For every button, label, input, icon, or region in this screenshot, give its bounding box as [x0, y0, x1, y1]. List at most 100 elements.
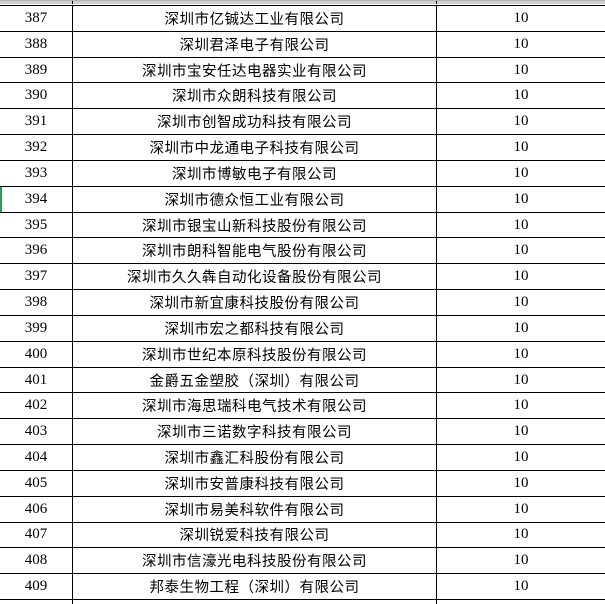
- row-number-cell[interactable]: 408: [0, 548, 73, 574]
- row-number-cell[interactable]: 393: [0, 160, 73, 186]
- company-name: 深圳锐爱科技有限公司: [179, 528, 330, 545]
- value-cell[interactable]: 10: [437, 290, 605, 315]
- company-name-cell[interactable]: 深圳市三诺数字科技有限公司: [73, 419, 437, 445]
- table-row: 409 邦泰生物工程（深圳）有限公司 10: [0, 574, 605, 601]
- row-number-cell[interactable]: 390: [0, 83, 73, 109]
- company-name-cell[interactable]: 深圳君泽电子有限公司: [73, 31, 437, 57]
- company-name-cell[interactable]: 深圳市久久犇自动化设备股份有限公司: [73, 264, 437, 290]
- row-number-cell[interactable]: 407: [0, 522, 73, 548]
- row-number: 406: [24, 500, 48, 517]
- company-name: 深圳市久久犇自动化设备股份有限公司: [127, 270, 382, 287]
- company-name: 深圳市宝安任达电器实业有限公司: [142, 63, 367, 80]
- row-number: 394: [24, 190, 48, 207]
- value-cell[interactable]: 10: [437, 83, 605, 108]
- table-row: 393 深圳市博敏电子有限公司 10: [0, 160, 605, 187]
- company-name: 深圳市德众恒工业有限公司: [164, 192, 345, 209]
- company-name: 深圳市世纪本原科技股份有限公司: [142, 347, 367, 364]
- row-number-cell[interactable]: 397: [0, 264, 73, 290]
- value-cell[interactable]: 10: [437, 368, 605, 393]
- value: 10: [513, 164, 529, 181]
- row-number-cell[interactable]: 395: [0, 212, 73, 238]
- row-number-cell[interactable]: 403: [0, 419, 73, 445]
- row-number-cell[interactable]: 405: [0, 470, 73, 496]
- value-cell[interactable]: 10: [437, 523, 605, 548]
- company-name-cell[interactable]: 深圳市信濠光电科技股份有限公司: [73, 548, 437, 574]
- row-number-cell[interactable]: 388: [0, 31, 73, 57]
- value-cell[interactable]: 10: [437, 548, 605, 573]
- row-number-cell[interactable]: 404: [0, 445, 73, 470]
- row-number: 388: [24, 35, 48, 52]
- value-cell[interactable]: 10: [437, 187, 605, 212]
- value-cell[interactable]: 10: [437, 419, 605, 444]
- row-number-cell[interactable]: 399: [0, 315, 73, 341]
- value-cell[interactable]: 10: [437, 161, 605, 186]
- value: 10: [513, 35, 529, 52]
- value-cell[interactable]: 10: [437, 393, 605, 418]
- table-row: 387 深圳市亿铖达工业有限公司 10: [0, 6, 605, 32]
- table-row: 396 深圳市朗科智能电气股份有限公司 10: [0, 238, 605, 265]
- company-name-cell[interactable]: 深圳市易美科软件有限公司: [73, 496, 437, 522]
- value-cell[interactable]: 10: [437, 6, 605, 31]
- value: 10: [513, 319, 529, 336]
- table-row: 397 深圳市久久犇自动化设备股份有限公司 10: [0, 264, 605, 291]
- value-cell[interactable]: 10: [437, 316, 605, 341]
- company-name-cell[interactable]: 深圳市德众恒工业有限公司: [73, 186, 437, 212]
- company-name-cell[interactable]: 深圳市安普康科技有限公司: [73, 470, 437, 496]
- value-cell[interactable]: 10: [437, 264, 605, 289]
- company-name-cell[interactable]: 深圳市朗科智能电气股份有限公司: [73, 238, 437, 264]
- value-cell[interactable]: 10: [437, 238, 605, 263]
- row-number: 395: [24, 216, 48, 233]
- company-name: 深圳市海思瑞科电气技术有限公司: [142, 399, 367, 416]
- value-cell[interactable]: 10: [437, 135, 605, 160]
- company-name: 深圳市亿铖达工业有限公司: [164, 11, 345, 28]
- company-name-cell[interactable]: 深圳市海思瑞科电气技术有限公司: [73, 393, 437, 419]
- row-number-cell[interactable]: 389: [0, 57, 73, 83]
- value-cell[interactable]: 10: [437, 58, 605, 83]
- company-name: 深圳市朗科智能电气股份有限公司: [142, 244, 367, 261]
- company-name-cell[interactable]: 金爵五金塑胶（深圳）有限公司: [73, 367, 437, 393]
- company-name-cell[interactable]: 深圳市新宜康科技股份有限公司: [73, 290, 437, 315]
- row-number: 401: [24, 371, 48, 388]
- company-name-cell[interactable]: 深圳市鑫汇科股份有限公司: [73, 445, 437, 470]
- value: 10: [513, 294, 529, 311]
- company-name-cell[interactable]: 深圳市创智成功科技有限公司: [73, 109, 437, 135]
- value-cell[interactable]: 10: [437, 574, 605, 599]
- row-number-cell[interactable]: 409: [0, 574, 73, 600]
- company-name-cell[interactable]: 深圳锐爱科技有限公司: [73, 522, 437, 548]
- company-name-cell[interactable]: 深圳市中龙通电子科技有限公司: [73, 135, 437, 160]
- value-cell[interactable]: 10: [437, 109, 605, 134]
- row-number-cell[interactable]: 396: [0, 238, 73, 264]
- row-number-cell[interactable]: 402: [0, 393, 73, 419]
- table-row: 401 金爵五金塑胶（深圳）有限公司 10: [0, 367, 605, 394]
- company-name: 深圳市鑫汇科股份有限公司: [164, 450, 345, 467]
- company-name: 深圳市信濠光电科技股份有限公司: [142, 554, 367, 571]
- company-name-cell[interactable]: 邦泰生物工程（深圳）有限公司: [73, 574, 437, 600]
- company-name-cell[interactable]: 深圳市宏之都科技有限公司: [73, 315, 437, 341]
- company-name-cell[interactable]: 深圳市银宝山新科技股份有限公司: [73, 212, 437, 238]
- row-number-cell[interactable]: 401: [0, 367, 73, 393]
- partial-cell: [73, 600, 437, 604]
- value-cell[interactable]: 10: [437, 497, 605, 522]
- row-number-cell[interactable]: 391: [0, 109, 73, 135]
- row-number: 405: [24, 474, 48, 491]
- value: 10: [513, 345, 529, 362]
- company-name-cell[interactable]: 深圳市亿铖达工业有限公司: [73, 6, 437, 31]
- row-number: 391: [24, 113, 48, 130]
- company-name-cell[interactable]: 深圳市世纪本原科技股份有限公司: [73, 341, 437, 367]
- company-name-cell[interactable]: 深圳市众朗科技有限公司: [73, 83, 437, 109]
- row-number-cell[interactable]: 400: [0, 341, 73, 367]
- value-cell[interactable]: 10: [437, 445, 605, 470]
- company-name-cell[interactable]: 深圳市宝安任达电器实业有限公司: [73, 57, 437, 83]
- row-number-cell[interactable]: 387: [0, 6, 73, 31]
- partial-row-above: [0, 0, 605, 4]
- row-number-cell[interactable]: 394: [0, 186, 73, 212]
- value-cell[interactable]: 10: [437, 342, 605, 367]
- row-number-cell[interactable]: 406: [0, 496, 73, 522]
- row-number-cell[interactable]: 392: [0, 135, 73, 160]
- value-cell[interactable]: 10: [437, 471, 605, 496]
- value-cell[interactable]: 10: [437, 32, 605, 57]
- row-number: 387: [24, 9, 48, 26]
- company-name-cell[interactable]: 深圳市博敏电子有限公司: [73, 160, 437, 186]
- value-cell[interactable]: 10: [437, 213, 605, 238]
- row-number-cell[interactable]: 398: [0, 290, 73, 315]
